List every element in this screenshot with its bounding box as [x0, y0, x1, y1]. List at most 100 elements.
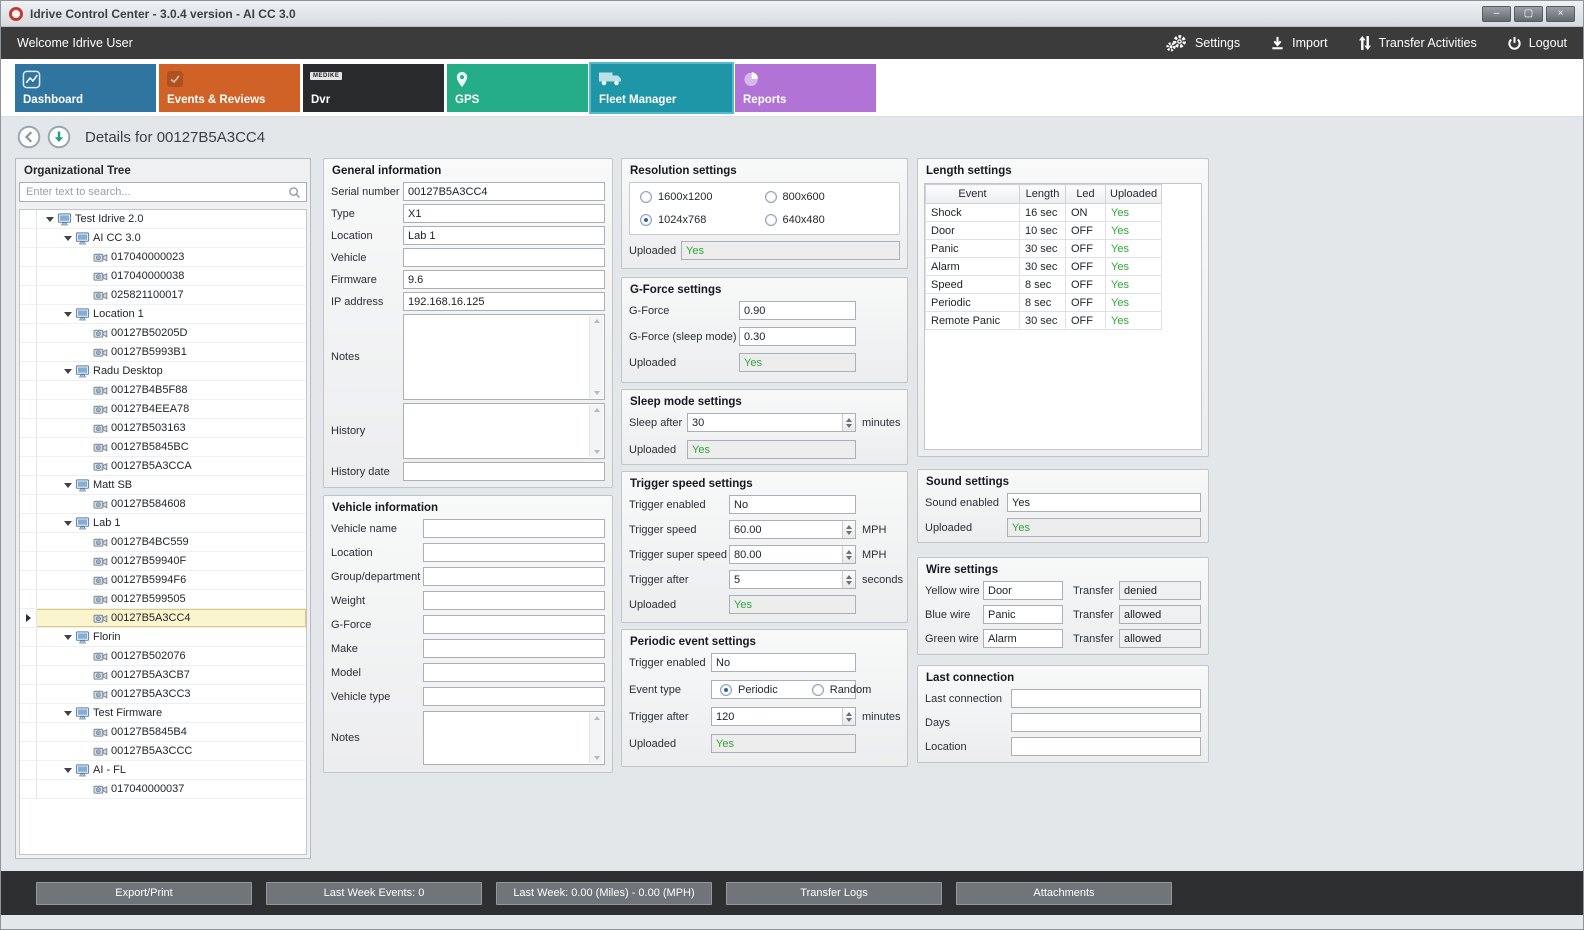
uploaded-input[interactable]: Yes: [711, 734, 856, 753]
tree-item-00127b5994f6[interactable]: 00127B5994F6: [20, 571, 306, 590]
expander-icon[interactable]: [61, 236, 75, 241]
tree-item-017040000038[interactable]: 017040000038: [20, 267, 306, 286]
tree-item-00127b584608[interactable]: 00127B584608: [20, 495, 306, 514]
scrollbar[interactable]: [589, 405, 603, 457]
close-button[interactable]: ×: [1546, 5, 1575, 22]
g-force-input[interactable]: [423, 615, 605, 634]
serial-number-input[interactable]: 00127B5A3CC4: [403, 182, 605, 201]
ip-address-input[interactable]: 192.168.16.125: [403, 292, 605, 311]
tree-item-00127b4bc559[interactable]: 00127B4BC559: [20, 533, 306, 552]
tree-item-florin[interactable]: Florin: [20, 628, 306, 647]
tree-item-00127b5a3ccc[interactable]: 00127B5A3CCC: [20, 742, 306, 761]
yellow-wire-transfer-input[interactable]: denied: [1119, 581, 1201, 600]
radio-1024x768[interactable]: 1024x768: [640, 214, 765, 226]
length-row-alarm[interactable]: Alarm 30 sec OFF Yes: [925, 257, 1163, 276]
tree-item-00127b5845b4[interactable]: 00127B5845B4: [20, 723, 306, 742]
footer-button-last-week-events-0[interactable]: Last Week Events: 0: [266, 881, 482, 905]
column-header-led[interactable]: Led: [1065, 184, 1106, 204]
tree-item-00127b5a3cc4[interactable]: 00127B5A3CC4: [20, 609, 306, 628]
tree-item-radu-desktop[interactable]: Radu Desktop: [20, 362, 306, 381]
firmware-input[interactable]: 9.6: [403, 270, 605, 289]
import-button[interactable]: Import: [1270, 35, 1328, 51]
expander-icon[interactable]: [43, 217, 57, 222]
tree-item-00127b5993b1[interactable]: 00127B5993B1: [20, 343, 306, 362]
tree-item-017040000023[interactable]: 017040000023: [20, 248, 306, 267]
spinner-buttons[interactable]: [842, 571, 855, 588]
notes-textarea[interactable]: [423, 711, 605, 765]
tree-item-00127b5a3cc3[interactable]: 00127B5A3CC3: [20, 685, 306, 704]
spinner-buttons[interactable]: [842, 708, 855, 725]
trigger-super-speed-input[interactable]: 80.00: [729, 545, 856, 564]
length-row-speed[interactable]: Speed 8 sec OFF Yes: [925, 275, 1163, 294]
radio-640x480[interactable]: 640x480: [764, 214, 890, 226]
days-input[interactable]: [1011, 713, 1201, 732]
tree-item-location-1[interactable]: Location 1: [20, 305, 306, 324]
sound-enabled-input[interactable]: Yes: [1007, 493, 1201, 512]
tree-item-00127b4eea78[interactable]: 00127B4EEA78: [20, 400, 306, 419]
green-wire-transfer-input[interactable]: allowed: [1119, 629, 1201, 648]
trigger-enabled-input[interactable]: No: [711, 653, 856, 672]
tab-fleet-manager[interactable]: Fleet Manager: [591, 63, 732, 112]
footer-button-export-print[interactable]: Export/Print: [36, 881, 252, 905]
uploaded-input[interactable]: Yes: [729, 595, 856, 614]
sleep-after-input[interactable]: 30: [687, 413, 856, 432]
expander-icon[interactable]: [61, 635, 75, 640]
expander-icon[interactable]: [61, 312, 75, 317]
expander-icon[interactable]: [61, 369, 75, 374]
tree-item-00127b502076[interactable]: 00127B502076: [20, 647, 306, 666]
trigger-speed-input[interactable]: 60.00: [729, 520, 856, 539]
make-input[interactable]: [423, 639, 605, 658]
tree-item-00127b50205d[interactable]: 00127B50205D: [20, 324, 306, 343]
tree-item-00127b4b5f88[interactable]: 00127B4B5F88: [20, 381, 306, 400]
spinner-buttons[interactable]: [842, 546, 855, 563]
tree-search-input[interactable]: Enter text to search...: [19, 182, 307, 202]
expander-icon[interactable]: [61, 768, 75, 773]
blue-wire-input[interactable]: Panic: [983, 605, 1063, 624]
radio-1600x1200[interactable]: 1600x1200: [640, 191, 765, 203]
tree-item-lab-1[interactable]: Lab 1: [20, 514, 306, 533]
tree-item-00127b5a3cb7[interactable]: 00127B5A3CB7: [20, 666, 306, 685]
tree-item-00127b5a3cca[interactable]: 00127B5A3CCA: [20, 457, 306, 476]
tree-item-00127b503163[interactable]: 00127B503163: [20, 419, 306, 438]
tree-item-00127b599505[interactable]: 00127B599505: [20, 590, 306, 609]
uploaded-input[interactable]: Yes: [739, 353, 856, 372]
radio-random[interactable]: Random: [811, 683, 871, 696]
tree-item-017040000037[interactable]: 017040000037: [20, 780, 306, 799]
model-input[interactable]: [423, 663, 605, 682]
length-row-periodic[interactable]: Periodic 8 sec OFF Yes: [925, 293, 1163, 312]
expand-details-button[interactable]: [47, 125, 71, 149]
tree-item-ai-fl[interactable]: AI - FL: [20, 761, 306, 780]
column-header-event[interactable]: Event: [925, 184, 1020, 204]
expander-icon[interactable]: [61, 711, 75, 716]
g-force-input[interactable]: 0.90: [739, 301, 856, 320]
footer-button-attachments[interactable]: Attachments: [956, 881, 1172, 905]
trigger-after-input[interactable]: 5: [729, 570, 856, 589]
tab-reports[interactable]: Reports: [735, 63, 876, 112]
green-wire-input[interactable]: Alarm: [983, 629, 1063, 648]
tab-dashboard[interactable]: Dashboard: [15, 63, 156, 112]
spinner-buttons[interactable]: [842, 414, 855, 431]
scrollbar[interactable]: [589, 713, 603, 763]
vehicle-name-input[interactable]: [423, 519, 605, 538]
notes-textarea[interactable]: [403, 314, 605, 400]
history-date-input[interactable]: [403, 462, 605, 481]
footer-button-transfer-logs[interactable]: Transfer Logs: [726, 881, 942, 905]
tree-item-00127b5845bc[interactable]: 00127B5845BC: [20, 438, 306, 457]
tree-item-test-firmware[interactable]: Test Firmware: [20, 704, 306, 723]
scrollbar[interactable]: [589, 316, 603, 398]
tree-item-test-idrive-2-0[interactable]: Test Idrive 2.0: [20, 210, 306, 229]
trigger-after-input[interactable]: 120: [711, 707, 856, 726]
location-input[interactable]: Lab 1: [403, 226, 605, 245]
radio-periodic[interactable]: Periodic: [720, 683, 778, 696]
tab-dvr[interactable]: MEDIKE Dvr: [303, 63, 444, 112]
location-input[interactable]: [1011, 737, 1201, 756]
radio-800x600[interactable]: 800x600: [764, 191, 890, 203]
vehicle-input[interactable]: [403, 248, 605, 267]
spinner-buttons[interactable]: [842, 521, 855, 538]
uploaded-input[interactable]: Yes: [681, 241, 900, 260]
uploaded-input[interactable]: Yes: [687, 440, 856, 459]
expander-icon[interactable]: [61, 483, 75, 488]
expander-icon[interactable]: [61, 521, 75, 526]
column-header-uploaded[interactable]: Uploaded: [1104, 184, 1163, 204]
blue-wire-transfer-input[interactable]: allowed: [1119, 605, 1201, 624]
